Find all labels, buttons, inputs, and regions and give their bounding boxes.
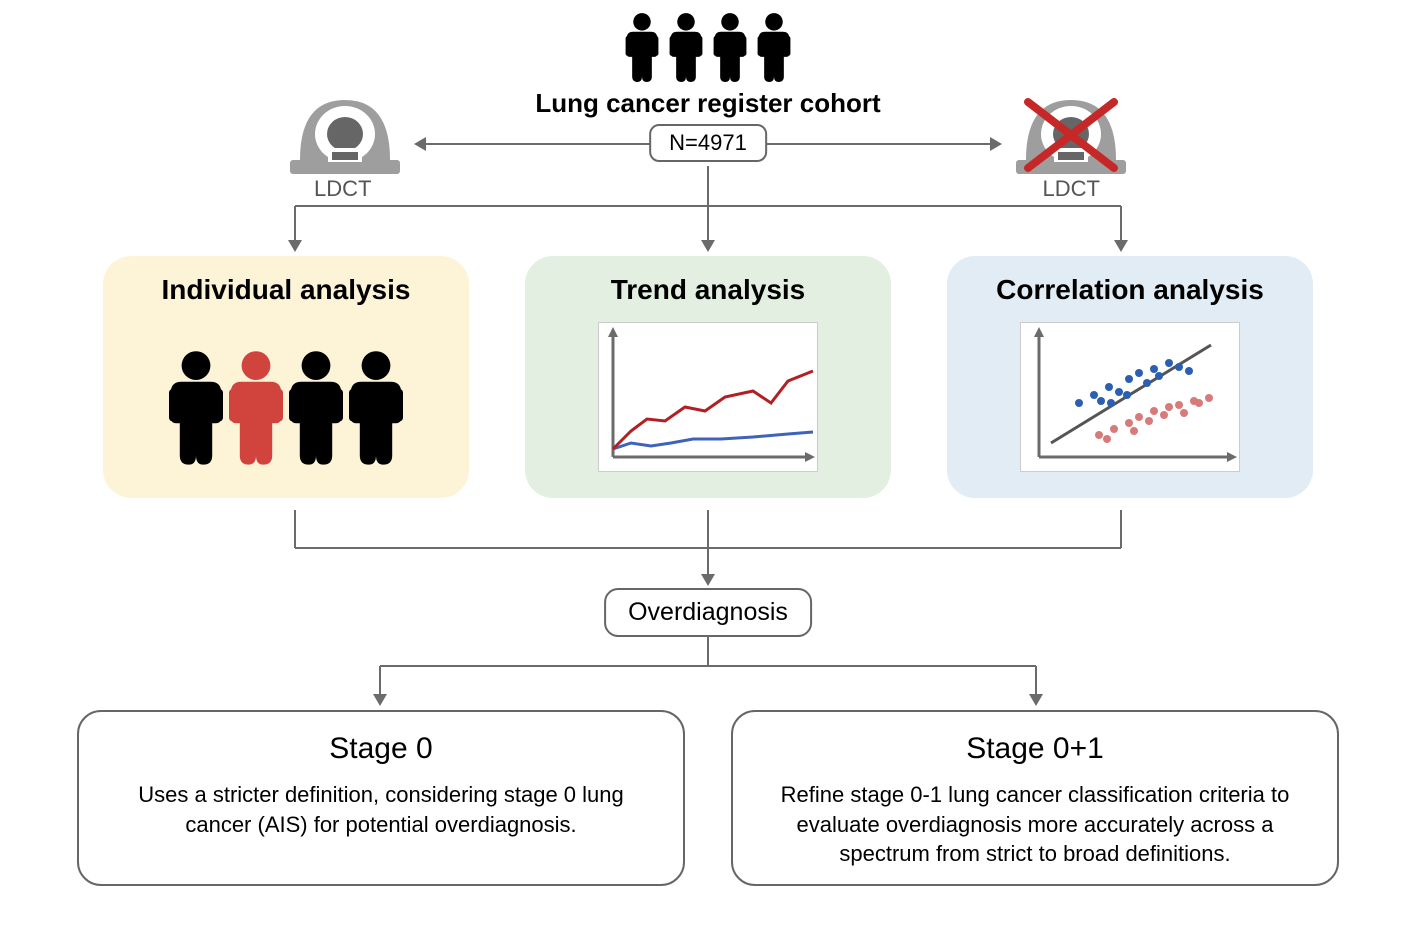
diagram-root: Lung cancer register cohort N=4971 LDCT …	[0, 0, 1416, 932]
overdiagnosis-box: Overdiagnosis	[604, 588, 812, 637]
ldct-label-left: LDCT	[314, 176, 371, 202]
stage-box-0: Stage 0 Uses a stricter definition, consi…	[77, 710, 685, 886]
analysis-title: Correlation analysis	[957, 274, 1303, 306]
analysis-box-0: Individual analysis	[103, 256, 469, 498]
ldct-label-right: LDCT	[1043, 176, 1100, 202]
scatter-chart-icon	[1020, 322, 1240, 472]
ct-scanner-left-icon	[280, 90, 410, 180]
stage-box-1: Stage 0+1 Refine stage 0-1 lung cancer cl…	[731, 710, 1339, 886]
ct-scanner-right-icon	[1006, 90, 1136, 180]
stage-row: Stage 0 Uses a stricter definition, consi…	[0, 710, 1416, 886]
cohort-n-box: N=4971	[649, 124, 767, 162]
analysis-box-1: Trend analysis	[525, 256, 891, 498]
people-group-icon	[166, 342, 406, 472]
cohort-people-icon	[620, 12, 796, 82]
stage-body: Uses a stricter definition, considering …	[109, 780, 653, 839]
cohort-title: Lung cancer register cohort	[535, 88, 880, 119]
trend-chart-icon	[598, 322, 818, 472]
stage-body: Refine stage 0-1 lung cancer classificat…	[763, 780, 1307, 869]
stage-title: Stage 0+1	[763, 732, 1307, 766]
analysis-row: Individual analysis Trend analysis Correl…	[0, 256, 1416, 498]
analysis-title: Trend analysis	[535, 274, 881, 306]
analysis-title: Individual analysis	[113, 274, 459, 306]
stage-title: Stage 0	[109, 732, 653, 766]
analysis-box-2: Correlation analysis	[947, 256, 1313, 498]
